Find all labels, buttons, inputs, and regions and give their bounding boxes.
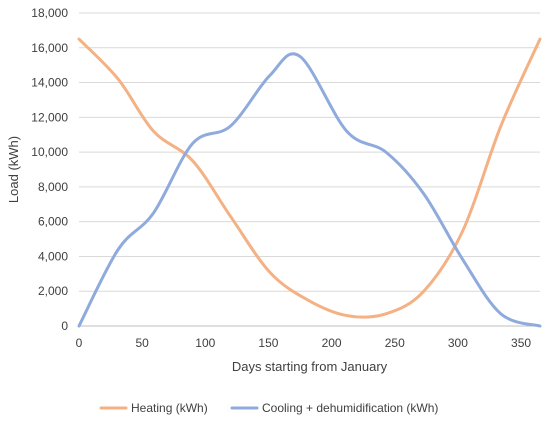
- series-line-cooling: [77, 52, 542, 328]
- x-tick-label: 100: [195, 336, 215, 350]
- x-tick-label: 300: [448, 336, 468, 350]
- y-tick-label: 10,000: [31, 145, 68, 159]
- x-axis-ticks: 0 50 100 150 200 250 300 350: [76, 336, 532, 350]
- series-layer: [77, 37, 542, 328]
- legend-label: Heating (kWh): [131, 401, 208, 415]
- legend-item-cooling: Cooling + dehumidification (kWh): [230, 401, 438, 415]
- legend-item-heating: Heating (kWh): [99, 401, 208, 415]
- y-tick-label: 4,000: [38, 249, 68, 263]
- legend: Heating (kWh) Cooling + dehumidification …: [99, 401, 438, 415]
- y-tick-label: 14,000: [31, 76, 68, 90]
- y-tick-label: 12,000: [31, 110, 68, 124]
- y-tick-label: 8,000: [38, 180, 68, 194]
- y-tick-label: 0: [61, 319, 68, 333]
- y-tick-label: 6,000: [38, 215, 68, 229]
- y-axis-title: Load (kWh): [6, 136, 21, 203]
- x-tick-label: 350: [511, 336, 531, 350]
- legend-label: Cooling + dehumidification (kWh): [262, 401, 438, 415]
- x-tick-label: 50: [135, 336, 149, 350]
- y-tick-label: 18,000: [31, 6, 68, 20]
- x-tick-label: 0: [76, 336, 83, 350]
- x-axis-title: Days starting from January: [232, 359, 388, 374]
- y-axis-ticks: 0 2,000 4,000 6,000 8,000 10,000 12,000 14,000 1…: [31, 6, 68, 333]
- x-tick-label: 250: [385, 336, 405, 350]
- y-tick-label: 2,000: [38, 284, 68, 298]
- x-tick-label: 150: [258, 336, 278, 350]
- y-tick-label: 16,000: [31, 41, 68, 55]
- x-tick-label: 200: [322, 336, 342, 350]
- series-line-heating: [77, 37, 542, 319]
- gridlines: [79, 12, 540, 327]
